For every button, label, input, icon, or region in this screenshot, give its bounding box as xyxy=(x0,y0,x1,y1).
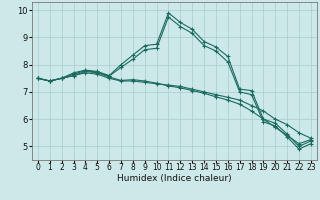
X-axis label: Humidex (Indice chaleur): Humidex (Indice chaleur) xyxy=(117,174,232,183)
